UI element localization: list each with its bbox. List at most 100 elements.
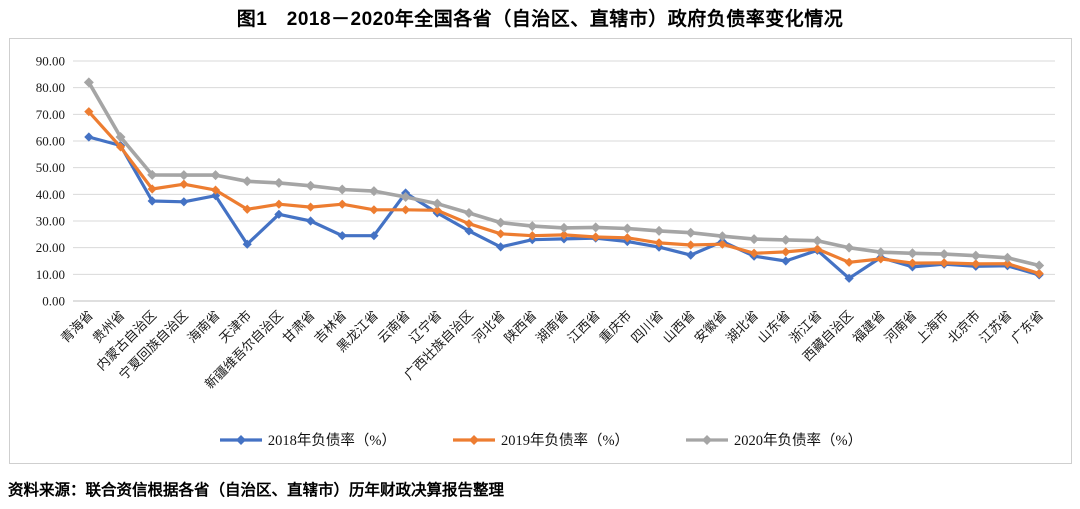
- data-point-marker: [400, 192, 411, 202]
- x-axis-category-label: 河北省: [470, 308, 508, 346]
- x-axis-category-label: 江西省: [565, 308, 603, 346]
- data-point-marker: [559, 230, 569, 240]
- data-point-marker: [749, 234, 760, 245]
- data-point-marker: [84, 132, 94, 142]
- x-axis-category-label: 湖南省: [533, 308, 571, 346]
- data-point-marker: [844, 257, 854, 267]
- data-point-marker: [781, 256, 791, 266]
- y-axis-tick-label: 0.00: [42, 294, 65, 309]
- data-point-marker: [717, 239, 727, 249]
- data-point-marker: [401, 205, 411, 215]
- x-axis-category-label: 湖北省: [723, 308, 761, 346]
- x-axis-category-label: 福建省: [850, 308, 888, 346]
- data-point-marker: [115, 142, 126, 152]
- data-point-marker: [496, 242, 506, 252]
- data-point-marker: [337, 184, 348, 195]
- y-axis-tick-label: 60.00: [36, 134, 65, 149]
- data-point-marker: [115, 132, 126, 142]
- x-axis-category-label: 重庆市: [596, 308, 634, 346]
- data-point-marker: [242, 176, 253, 187]
- data-point-marker: [1034, 268, 1044, 279]
- data-point-marker: [274, 209, 284, 219]
- data-point-marker: [210, 185, 221, 195]
- data-point-marker: [654, 238, 664, 248]
- y-axis-tick-label: 50.00: [36, 160, 65, 175]
- data-point-marker: [527, 231, 537, 241]
- data-point-marker: [147, 184, 157, 194]
- figure-title: 图1 2018－2020年全国各省（自治区、直辖市）政府负债率变化情况: [236, 9, 844, 30]
- legend-line-diamond-marker: [686, 434, 729, 445]
- data-point-marker: [147, 169, 158, 180]
- data-point-marker: [654, 225, 665, 236]
- data-point-marker: [210, 170, 221, 181]
- data-point-marker: [337, 231, 347, 241]
- data-point-marker: [179, 197, 189, 207]
- data-point-marker: [242, 239, 252, 249]
- data-point-marker: [971, 259, 981, 269]
- x-axis-category-label: 山东省: [755, 308, 793, 346]
- data-point-marker: [369, 205, 379, 215]
- x-axis-category-label: 广东省: [1008, 308, 1046, 346]
- x-axis-category-label: 河南省: [881, 308, 919, 346]
- data-point-marker: [686, 240, 696, 250]
- data-point-marker: [368, 186, 379, 197]
- x-axis-category-label: 山西省: [660, 308, 698, 346]
- data-point-marker: [463, 208, 474, 218]
- x-axis-category-label: 甘肃省: [280, 308, 318, 346]
- data-point-marker: [83, 77, 94, 88]
- data-point-marker: [559, 222, 569, 233]
- legend-item: 2019年负债率（%）: [452, 429, 629, 450]
- data-point-marker: [432, 198, 443, 209]
- legend-item: 2018年负债率（%）: [219, 429, 396, 450]
- x-axis-category-label: 北京市: [945, 308, 983, 346]
- y-axis-tick-label: 80.00: [36, 80, 65, 95]
- data-point-marker: [305, 202, 316, 212]
- data-point-marker: [622, 233, 632, 243]
- x-axis-category-label: 四川省: [628, 308, 666, 346]
- data-point-marker: [717, 231, 728, 242]
- data-point-marker: [939, 258, 949, 268]
- data-point-marker: [812, 235, 823, 246]
- chart-frame: 0.00 10.00 20.00 30.00 40.00 50.00 60.00 70.00 8…: [9, 38, 1072, 464]
- data-point-marker: [590, 222, 601, 233]
- data-point-marker: [591, 232, 601, 242]
- data-point-marker: [875, 247, 886, 258]
- data-point-marker: [147, 196, 157, 206]
- data-point-marker: [939, 249, 950, 260]
- data-point-marker: [273, 177, 284, 188]
- source-note: 资料来源：联合资信根据各省（自治区、直辖市）历年财政决算报告整理: [8, 482, 505, 499]
- data-point-marker: [496, 229, 506, 239]
- x-axis-category-label: 青海省: [58, 308, 96, 346]
- legend-line-diamond-marker: [219, 434, 262, 445]
- data-point-marker: [1002, 252, 1013, 263]
- data-point-marker: [369, 231, 379, 241]
- x-axis-category-label: 上海市: [913, 308, 951, 346]
- series-line: [88, 135, 1040, 280]
- data-point-marker: [749, 248, 759, 258]
- data-point-marker: [781, 247, 791, 257]
- legend-label: 2019年负债率（%）: [500, 433, 630, 449]
- legend-label: 2020年负债率（%）: [734, 433, 863, 449]
- data-point-marker: [242, 204, 252, 214]
- data-point-marker: [970, 250, 981, 261]
- data-point-marker: [432, 205, 442, 215]
- data-point-marker: [274, 199, 284, 209]
- data-point-marker: [305, 180, 316, 191]
- data-point-marker: [179, 179, 189, 189]
- data-point-marker: [305, 216, 316, 226]
- x-axis-category-label: 安徽省: [691, 308, 729, 346]
- data-point-marker: [178, 170, 189, 181]
- x-axis-category-label: 海南省: [184, 308, 222, 346]
- data-point-marker: [686, 250, 696, 260]
- data-point-marker: [812, 244, 823, 254]
- data-point-marker: [907, 248, 918, 259]
- y-axis-tick-label: 30.00: [36, 214, 65, 229]
- data-point-marker: [464, 226, 474, 236]
- x-axis-category-label: 江苏省: [976, 308, 1014, 346]
- data-point-marker: [780, 234, 791, 245]
- y-axis-tick-label: 20.00: [36, 240, 65, 255]
- data-point-marker: [1034, 260, 1045, 271]
- legend-item: 2020年负债率（%）: [685, 429, 862, 450]
- y-axis-tick-label: 40.00: [36, 187, 65, 202]
- data-point-marker: [84, 107, 94, 117]
